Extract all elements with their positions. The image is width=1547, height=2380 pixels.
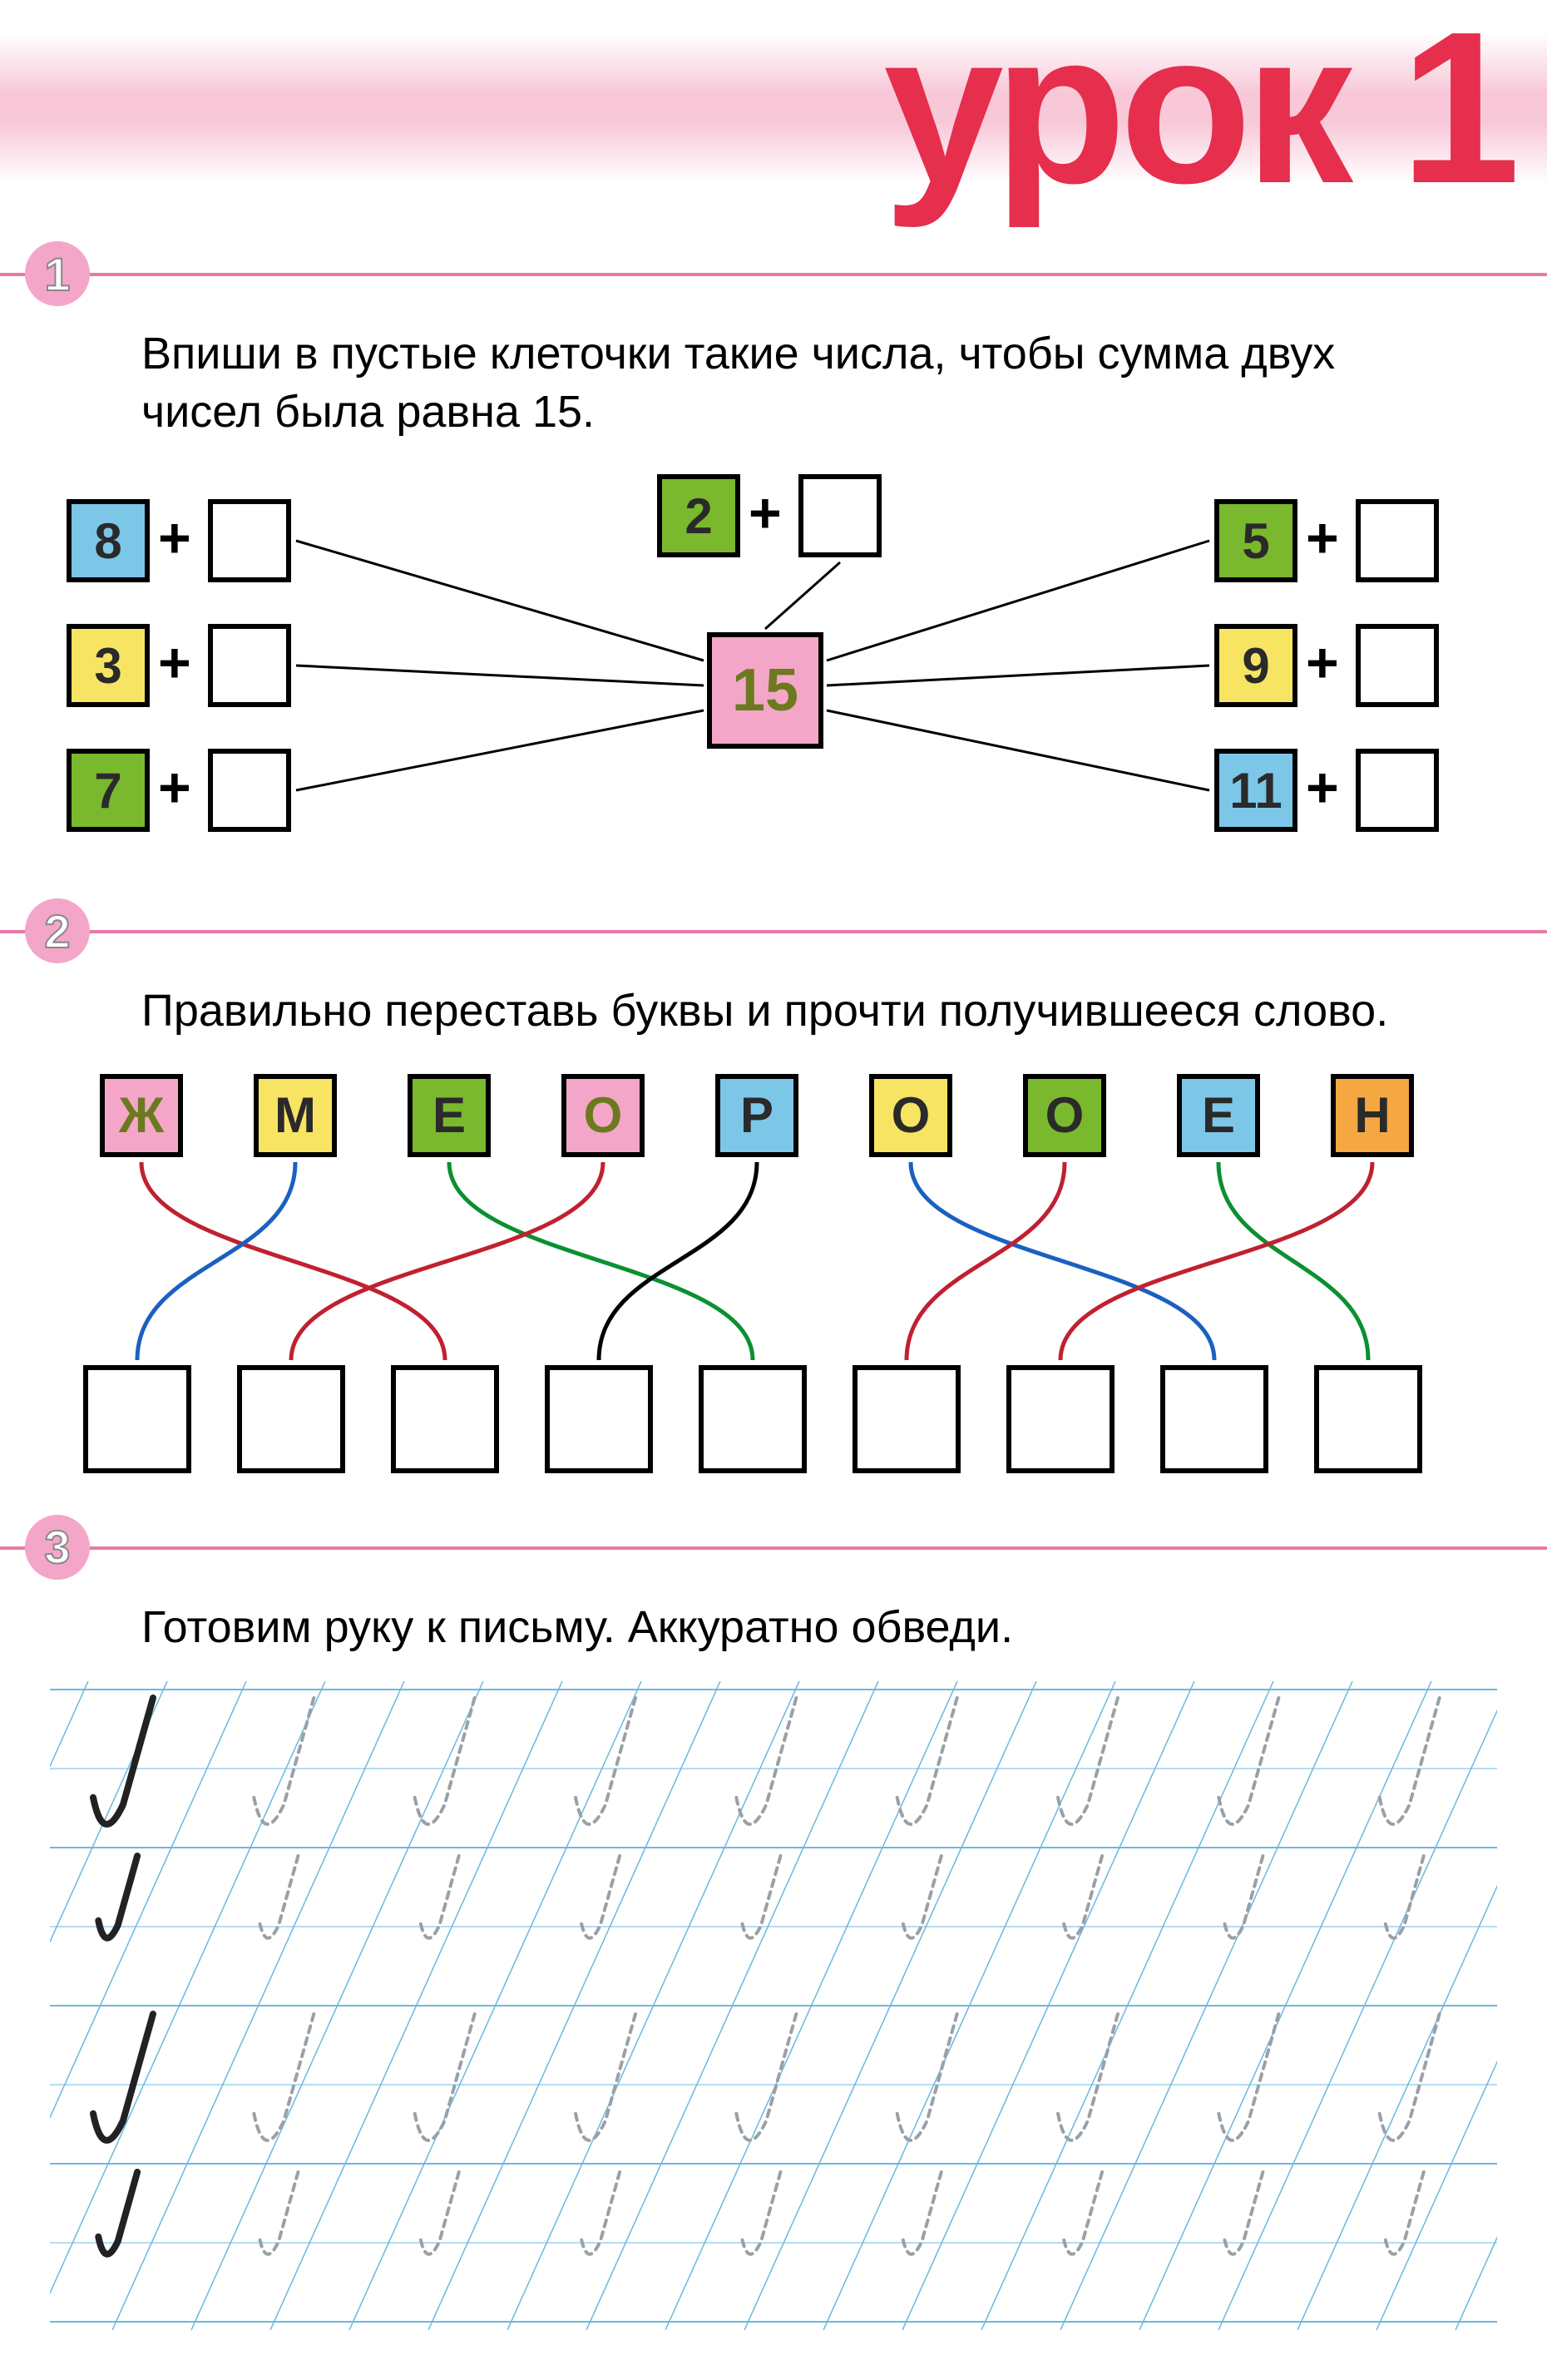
scrambled-letter: О (869, 1074, 952, 1157)
answer-slot[interactable] (83, 1365, 191, 1473)
header: урок 1 (0, 33, 1547, 225)
answer-empty-box[interactable] (208, 624, 291, 707)
lesson-title-number: 1 (1400, 0, 1514, 229)
lesson-title: урок 1 (883, 0, 1514, 216)
answer-empty-box[interactable] (208, 749, 291, 832)
answer-empty-box[interactable] (798, 474, 882, 557)
divider (0, 930, 1547, 933)
answer-slot[interactable] (699, 1365, 807, 1473)
addend-box: 11 (1214, 749, 1297, 832)
plus-sign: + (1306, 506, 1339, 571)
plus-sign: + (749, 481, 782, 546)
addend-box: 2 (657, 474, 740, 557)
divider (0, 273, 1547, 276)
section-2-badge: 2 (25, 898, 90, 963)
writing-grid (50, 1681, 1497, 2330)
lesson-title-word: урок (883, 0, 1347, 229)
section-1-header: 1 (0, 241, 1547, 308)
section-2-header: 2 (0, 898, 1547, 965)
answer-empty-box[interactable] (1356, 499, 1439, 582)
exercise-1-diagram: 158+3+7+2+5+9+11+ (50, 466, 1497, 882)
section-3-badge: 3 (25, 1515, 90, 1580)
plus-sign: + (158, 506, 191, 571)
section-3-instruction: Готовим руку к письму. Аккуратно обведи. (141, 1598, 1406, 1656)
scrambled-letter: Е (408, 1074, 491, 1157)
plus-sign: + (1306, 755, 1339, 820)
scrambled-letter: Р (715, 1074, 798, 1157)
answer-empty-box[interactable] (1356, 624, 1439, 707)
scrambled-letter: О (1023, 1074, 1106, 1157)
answer-empty-box[interactable] (208, 499, 291, 582)
answer-slot[interactable] (853, 1365, 961, 1473)
scrambled-letter: Е (1177, 1074, 1260, 1157)
addend-box: 3 (67, 624, 150, 707)
addend-box: 9 (1214, 624, 1297, 707)
addend-box: 5 (1214, 499, 1297, 582)
center-target-box: 15 (707, 632, 823, 749)
scrambled-letter: О (561, 1074, 645, 1157)
plus-sign: + (158, 755, 191, 820)
scrambled-letter: Ж (100, 1074, 183, 1157)
exercise-3-writing-area (50, 1681, 1497, 2330)
exercise-2-diagram: ЖМЕОРООЕН (50, 1066, 1497, 1498)
plus-sign: + (158, 631, 191, 695)
section-1-badge: 1 (25, 241, 90, 306)
plus-sign: + (1306, 631, 1339, 695)
section-2-instruction: Правильно переставь буквы и прочти получ… (141, 982, 1406, 1040)
answer-slot[interactable] (545, 1365, 653, 1473)
section-3-header: 3 (0, 1515, 1547, 1581)
answer-slot[interactable] (1314, 1365, 1422, 1473)
addend-box: 8 (67, 499, 150, 582)
answer-slot[interactable] (1160, 1365, 1268, 1473)
scrambled-letter: М (254, 1074, 337, 1157)
answer-slot[interactable] (237, 1365, 345, 1473)
answer-slot[interactable] (391, 1365, 499, 1473)
addend-box: 7 (67, 749, 150, 832)
answer-empty-box[interactable] (1356, 749, 1439, 832)
scrambled-letter: Н (1331, 1074, 1414, 1157)
divider (0, 1546, 1547, 1550)
answer-slot[interactable] (1006, 1365, 1115, 1473)
section-1-instruction: Впиши в пустые клеточки такие числа, что… (141, 324, 1406, 441)
